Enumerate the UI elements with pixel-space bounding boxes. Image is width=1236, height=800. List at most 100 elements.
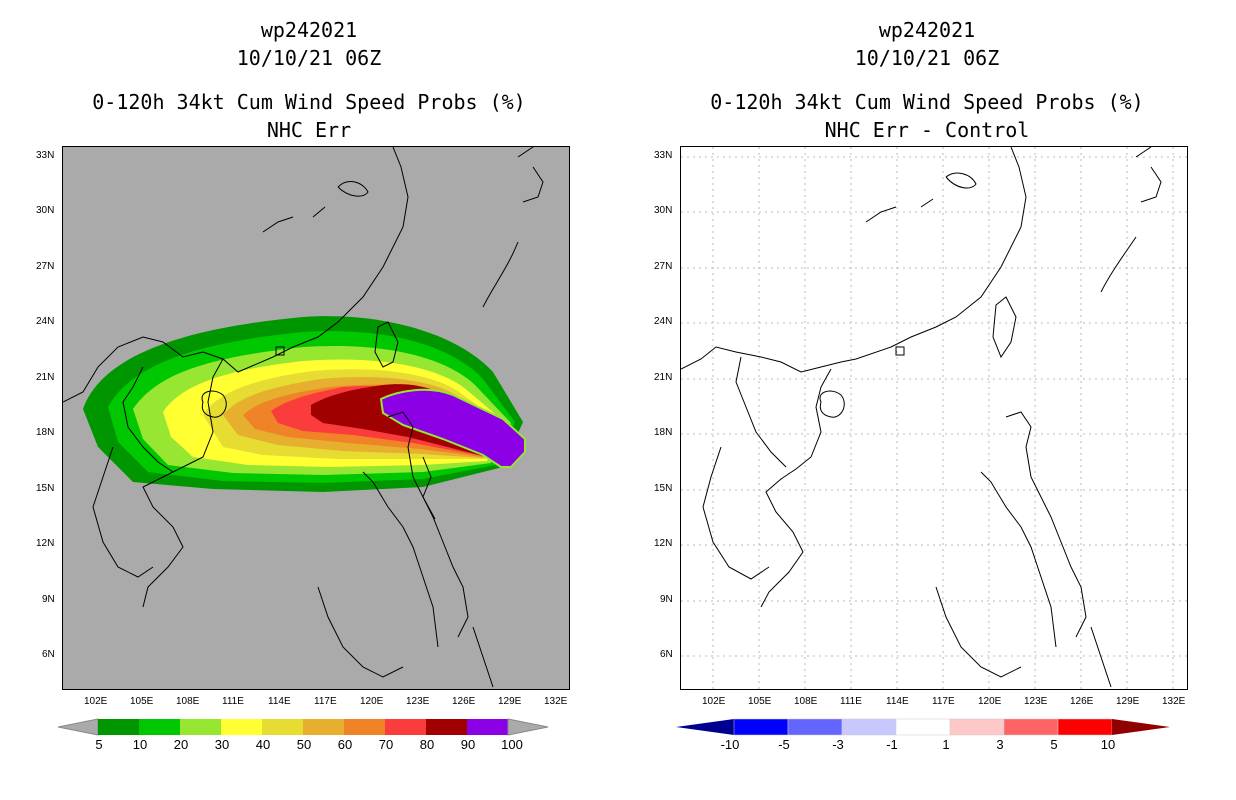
lon-tick: 132E bbox=[544, 696, 568, 707]
colorbar-label: 10 bbox=[132, 737, 148, 752]
lon-tick: 117E bbox=[932, 696, 955, 707]
colorbar-end-left bbox=[676, 719, 734, 735]
colorbar-swatch bbox=[1057, 718, 1113, 736]
colorbar-right bbox=[676, 718, 1170, 736]
colorbar-label: -5 bbox=[778, 737, 790, 752]
lat-tick: 18N bbox=[36, 427, 55, 438]
colorbar-swatch bbox=[426, 719, 467, 735]
storm-id: wp242021 bbox=[878, 18, 976, 42]
colorbar-label: 20 bbox=[173, 737, 189, 752]
lon-tick: 129E bbox=[498, 696, 522, 707]
lat-tick: 18N bbox=[654, 427, 673, 438]
difference-map bbox=[680, 146, 1188, 690]
colorbar-label: 1 bbox=[942, 737, 950, 752]
storm-id: wp242021 bbox=[260, 18, 358, 42]
coastlines bbox=[63, 147, 544, 688]
lon-tick: 126E bbox=[452, 696, 476, 707]
lat-tick: 33N bbox=[36, 150, 55, 161]
colorbar-swatch bbox=[1003, 718, 1059, 736]
lat-tick: 12N bbox=[654, 538, 673, 549]
lat-tick: 15N bbox=[36, 483, 55, 494]
lon-tick: 105E bbox=[748, 696, 772, 707]
lon-tick: 120E bbox=[978, 696, 1002, 707]
colorbar-swatch bbox=[98, 719, 139, 735]
colorbar-label: 90 bbox=[460, 737, 476, 752]
colorbar-label: 5 bbox=[1050, 737, 1058, 752]
lon-tick: 132E bbox=[1162, 696, 1186, 707]
colorbar-label: 5 bbox=[95, 737, 103, 752]
coastlines bbox=[681, 147, 1162, 688]
product-subtitle: NHC Err - Control bbox=[824, 118, 1030, 142]
colorbar-left bbox=[58, 718, 549, 736]
colorbar-swatch bbox=[303, 719, 344, 735]
left-panel: wp242021 10/10/21 06Z 0-120h 34kt Cum Wi… bbox=[36, 18, 570, 752]
lon-tick: 129E bbox=[1116, 696, 1140, 707]
lat-tick: 21N bbox=[36, 372, 55, 383]
lon-tick: 102E bbox=[84, 696, 108, 707]
lon-tick: 126E bbox=[1070, 696, 1094, 707]
colorbar-swatch bbox=[385, 719, 426, 735]
lon-tick: 114E bbox=[886, 696, 909, 707]
colorbar-label: 60 bbox=[337, 737, 353, 752]
lat-tick: 6N bbox=[660, 649, 673, 660]
colorbar-label: -1 bbox=[886, 737, 898, 752]
lat-tick: 30N bbox=[654, 205, 673, 216]
lat-tick: 33N bbox=[654, 150, 673, 161]
lat-tick: 24N bbox=[654, 316, 673, 327]
colorbar-label: -10 bbox=[720, 737, 740, 752]
colorbar-label: 70 bbox=[378, 737, 394, 752]
colorbar-end-right bbox=[507, 718, 549, 736]
colorbar-swatch bbox=[841, 718, 897, 736]
colorbar-swatch bbox=[949, 718, 1005, 736]
lon-tick: 120E bbox=[360, 696, 384, 707]
colorbar-end-left bbox=[58, 718, 99, 736]
lat-tick: 30N bbox=[36, 205, 55, 216]
colorbar-label: 50 bbox=[296, 737, 312, 752]
colorbar-label: 40 bbox=[255, 737, 271, 752]
colorbar-swatch bbox=[733, 718, 789, 736]
colorbar-end-right bbox=[1112, 719, 1170, 735]
lon-tick: 108E bbox=[176, 696, 200, 707]
colorbar-swatch bbox=[180, 719, 221, 735]
lon-tick: 108E bbox=[794, 696, 818, 707]
colorbar-label: 100 bbox=[501, 737, 523, 752]
lon-tick: 117E bbox=[314, 696, 337, 707]
product-title: 0-120h 34kt Cum Wind Speed Probs (%) bbox=[710, 90, 1144, 114]
colorbar-label: -3 bbox=[832, 737, 844, 752]
lon-tick: 105E bbox=[130, 696, 154, 707]
lon-tick: 111E bbox=[840, 696, 862, 707]
right-panel: wp242021 10/10/21 06Z 0-120h 34kt Cum Wi… bbox=[618, 0, 1236, 800]
lat-tick: 6N bbox=[42, 649, 55, 660]
forecast-time: 10/10/21 06Z bbox=[854, 46, 1000, 70]
lat-tick: 24N bbox=[36, 316, 55, 327]
map-canvas bbox=[63, 147, 544, 688]
colorbar-label: 3 bbox=[996, 737, 1004, 752]
colorbar-swatch bbox=[467, 719, 508, 735]
lon-tick: 102E bbox=[702, 696, 726, 707]
lat-tick: 21N bbox=[654, 372, 673, 383]
colorbar-swatch bbox=[262, 719, 303, 735]
colorbar-swatch bbox=[221, 719, 262, 735]
lon-tick: 123E bbox=[1024, 696, 1048, 707]
lon-tick: 111E bbox=[222, 696, 244, 707]
product-title: 0-120h 34kt Cum Wind Speed Probs (%) bbox=[92, 90, 526, 114]
gridlines bbox=[681, 147, 1187, 689]
lat-tick: 27N bbox=[654, 261, 673, 272]
lat-tick: 12N bbox=[36, 538, 55, 549]
lat-tick: 27N bbox=[36, 261, 55, 272]
colorbar-label: 10 bbox=[1100, 737, 1116, 752]
colorbar-swatch bbox=[895, 718, 951, 736]
prob-90 bbox=[379, 388, 526, 468]
colorbar-swatch bbox=[787, 718, 843, 736]
lon-tick: 123E bbox=[406, 696, 430, 707]
colorbar-swatch bbox=[344, 719, 385, 735]
product-subtitle: NHC Err bbox=[266, 118, 352, 142]
lat-tick: 15N bbox=[654, 483, 673, 494]
lat-tick: 9N bbox=[660, 594, 673, 605]
map-canvas bbox=[681, 147, 1187, 689]
lon-tick: 114E bbox=[268, 696, 291, 707]
forecast-time: 10/10/21 06Z bbox=[236, 46, 382, 70]
colorbar-label: 30 bbox=[214, 737, 230, 752]
probability-map bbox=[62, 146, 570, 690]
colorbar-label: 80 bbox=[419, 737, 435, 752]
